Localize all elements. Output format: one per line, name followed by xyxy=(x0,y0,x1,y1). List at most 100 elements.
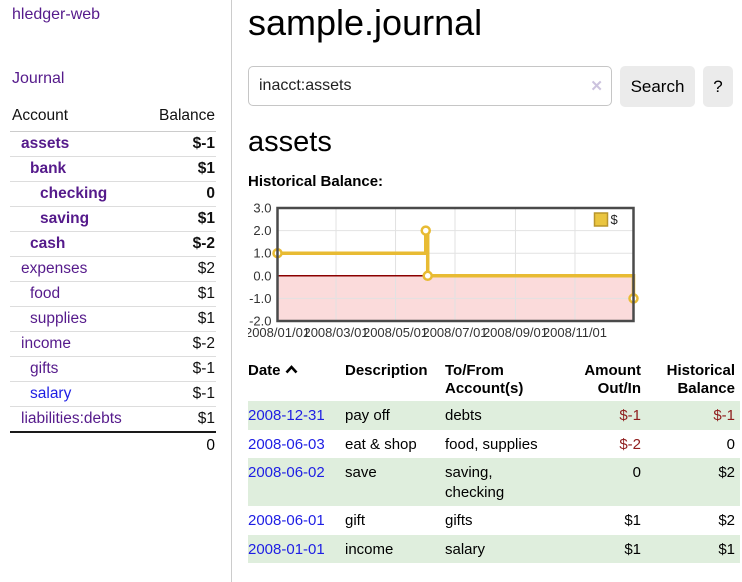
account-row: bank $1 xyxy=(10,156,216,182)
transaction-accounts: food, supplies xyxy=(445,435,538,453)
register-header-date: Date xyxy=(248,358,345,401)
accounts-header-row: Account Balance xyxy=(10,103,216,132)
account-balance: $1 xyxy=(144,306,216,332)
transaction-date-link[interactable]: 2008-06-02 xyxy=(248,464,325,481)
accounts-table: Account Balance assets $-1 bank $1 checking 0… xyxy=(10,103,216,455)
account-row: expenses $2 xyxy=(10,256,216,282)
account-row: gifts $-1 xyxy=(10,356,216,382)
account-row: salary $-1 xyxy=(10,381,216,407)
account-balance: $-2 xyxy=(144,331,216,357)
account-name-cell: income xyxy=(10,331,145,357)
transaction-date-cell: 2008-12-31 xyxy=(248,401,345,430)
account-heading: assets xyxy=(248,126,332,158)
account-balance: $-1 xyxy=(144,356,216,382)
transaction-date-link[interactable]: 2008-12-31 xyxy=(248,407,325,424)
account-name-cell: saving xyxy=(10,206,145,232)
sort-ascending-icon xyxy=(285,365,297,374)
register-header-description: Description xyxy=(345,362,428,379)
accounts-header-account: Account xyxy=(10,103,145,132)
transaction-description: save xyxy=(345,464,377,481)
x-tick-label: 2008/03/01 xyxy=(303,325,368,340)
transaction-amount: 0 xyxy=(632,464,641,481)
account-link-expenses[interactable]: expenses xyxy=(21,260,88,277)
transaction-accounts: gifts xyxy=(445,512,473,529)
transaction-description: eat & shop xyxy=(345,435,417,453)
account-row: liabilities:debts $1 xyxy=(10,406,216,433)
transaction-description: income xyxy=(345,540,394,558)
transaction-description: pay off xyxy=(345,407,390,424)
transaction-date-link[interactable]: 2008-06-01 xyxy=(248,512,325,529)
account-row: cash $-2 xyxy=(10,231,216,257)
help-button[interactable]: ? xyxy=(703,66,733,107)
data-point-marker xyxy=(422,270,433,282)
chart-title: Historical Balance: xyxy=(248,173,384,190)
transaction-balance: 0 xyxy=(726,435,735,453)
x-tick-label: 2008/09/01 xyxy=(483,325,548,340)
historical-balance-chart: 3.0 2.0 1.0 0.0 -1.0 -2.02008/01/012008/03/01… xyxy=(248,201,639,340)
app-title-link[interactable]: hledger-web xyxy=(12,6,101,23)
transaction-balance: $-1 xyxy=(713,407,735,424)
register-header-accounts: To/From Account(s) xyxy=(445,362,524,397)
register-row: 2008-01-01 income salary $1 $1 xyxy=(248,534,740,564)
register-row: 2008-06-01 gift gifts $1 $2 xyxy=(248,506,740,535)
register-header-amount: Amount Out/In xyxy=(584,362,641,397)
nav-journal-link[interactable]: Journal xyxy=(12,70,65,87)
transaction-accounts: debts xyxy=(445,407,482,424)
transaction-date-link[interactable]: 2008-01-01 xyxy=(248,540,325,558)
account-name-cell: bank xyxy=(10,156,145,182)
account-name-cell: assets xyxy=(10,131,145,157)
account-link-saving[interactable]: saving xyxy=(40,210,90,227)
legend-label: $ xyxy=(611,212,619,227)
clear-search-icon[interactable]: ✕ xyxy=(590,78,603,95)
register-row: 2008-12-31 pay off debts $-1 $-1 xyxy=(248,401,740,430)
y-tick-label: 0.0 xyxy=(253,268,271,283)
account-link-supplies[interactable]: supplies xyxy=(30,310,87,327)
register-header-row: Date Description To/From Account(s) Amou… xyxy=(248,358,740,401)
account-name-cell: supplies xyxy=(10,306,145,332)
y-tick-label: 1.0 xyxy=(253,246,271,261)
search-button[interactable]: Search xyxy=(620,66,695,107)
account-link-bank[interactable]: bank xyxy=(30,160,67,177)
account-name-cell: checking xyxy=(10,181,145,207)
account-link-checking[interactable]: checking xyxy=(40,185,108,202)
transaction-amount: $1 xyxy=(624,512,641,529)
account-link-income[interactable]: income xyxy=(21,335,71,352)
search-input[interactable] xyxy=(248,66,612,106)
accounts-total-row: 0 xyxy=(10,431,216,455)
account-balance: $2 xyxy=(144,256,216,282)
data-point-marker xyxy=(420,225,432,236)
transaction-description: gift xyxy=(345,512,366,529)
account-link-salary[interactable]: salary xyxy=(30,385,72,402)
account-link-liabilities-debts[interactable]: liabilities:debts xyxy=(21,410,122,427)
register-row: 2008-06-03 eat & shop food, supplies $-2 0 xyxy=(248,430,740,459)
y-tick-label: 2.0 xyxy=(253,223,271,238)
x-tick-label: 2008/01/01 xyxy=(248,325,310,340)
account-name-cell: expenses xyxy=(10,256,145,282)
account-name-cell: salary xyxy=(10,381,145,407)
account-link-assets[interactable]: assets xyxy=(21,135,70,152)
account-row: supplies $1 xyxy=(10,306,216,332)
transaction-amount: $1 xyxy=(624,540,641,558)
transaction-accounts: saving, checking xyxy=(445,464,505,501)
account-balance: $-1 xyxy=(144,131,216,157)
transaction-date-cell: 2008-01-01 xyxy=(248,535,345,564)
page-title: sample.journal xyxy=(248,2,483,43)
accounts-total-spacer xyxy=(10,431,145,455)
account-row: income $-2 xyxy=(10,331,216,357)
sidebar: hledger-web Journal Account Balance asse… xyxy=(0,0,232,582)
search-bar: ✕ xyxy=(248,66,612,107)
account-link-gifts[interactable]: gifts xyxy=(30,360,59,377)
account-row: saving $1 xyxy=(10,206,216,232)
account-balance: $1 xyxy=(144,156,216,182)
account-balance: $-2 xyxy=(144,231,216,257)
account-link-cash[interactable]: cash xyxy=(30,235,66,252)
account-row: checking 0 xyxy=(10,181,216,207)
register-row: 2008-06-02 save saving, checking 0 $2 xyxy=(248,458,740,506)
account-balance: $1 xyxy=(144,206,216,232)
register-header-balance: Historical Balance xyxy=(666,362,735,397)
y-tick-label: -1.0 xyxy=(249,291,271,306)
account-balance: $1 xyxy=(144,406,216,433)
transaction-date-link[interactable]: 2008-06-03 xyxy=(248,435,325,453)
account-link-food[interactable]: food xyxy=(30,285,61,302)
x-tick-label: 2008/05/01 xyxy=(363,325,428,340)
